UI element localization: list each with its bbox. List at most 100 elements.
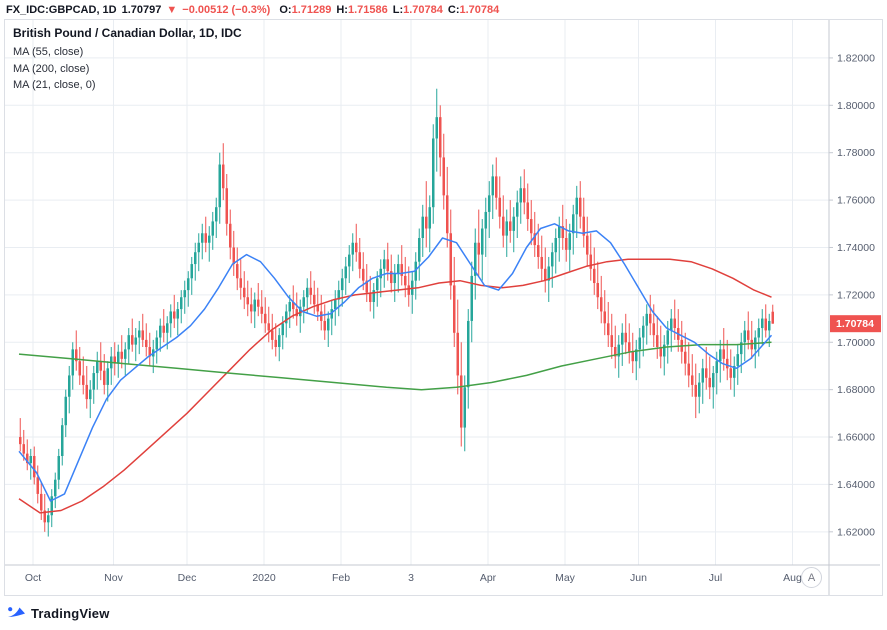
candle — [376, 278, 379, 291]
candle — [78, 361, 81, 376]
candle — [75, 349, 78, 362]
candle — [414, 261, 417, 281]
candle — [740, 342, 743, 355]
candle — [467, 320, 470, 388]
candle — [85, 384, 88, 400]
candle — [208, 235, 211, 243]
candle — [764, 318, 767, 331]
symbol-title[interactable]: FX_IDC:GBPCAD, 1D — [6, 3, 117, 16]
candle — [334, 299, 337, 310]
candle — [418, 238, 421, 262]
candle — [278, 335, 281, 347]
candle — [624, 332, 627, 343]
candle — [131, 335, 134, 345]
x-axis-label: Feb — [332, 572, 350, 584]
candle — [281, 323, 284, 336]
candle — [705, 368, 708, 378]
candle — [722, 349, 725, 359]
candle — [628, 342, 631, 352]
candle — [22, 444, 25, 454]
candle — [523, 188, 526, 203]
candle — [663, 344, 666, 357]
candlestick-chart[interactable]: 1.82000 1.80000 1.78000 1.76000 1.74000 1.720… — [5, 20, 882, 595]
candle — [673, 318, 676, 329]
last-price-badge-text: 1.70784 — [836, 318, 874, 330]
candle — [211, 221, 214, 236]
candle — [92, 373, 95, 390]
tradingview-logo-icon — [8, 606, 25, 617]
candle — [449, 233, 452, 286]
candle — [733, 365, 736, 378]
candle — [610, 335, 613, 347]
candle — [64, 396, 67, 426]
change-direction-icon: ▼ — [166, 3, 178, 16]
candle — [393, 273, 396, 284]
candle — [582, 216, 585, 236]
candle — [19, 437, 22, 445]
candle — [299, 306, 302, 317]
candle — [222, 164, 225, 189]
x-axis-label: Oct — [25, 572, 41, 584]
x-axis-label: Aug — [783, 572, 802, 584]
candle — [369, 292, 372, 302]
candle — [715, 361, 718, 374]
candle — [117, 351, 120, 364]
candle — [29, 456, 32, 464]
candle — [726, 358, 729, 369]
candle — [435, 117, 438, 139]
candle — [642, 325, 645, 338]
candle — [229, 223, 232, 248]
x-axis-label: May — [555, 572, 576, 584]
candle — [323, 320, 326, 331]
candle — [68, 375, 71, 397]
candle — [666, 330, 669, 345]
candle — [456, 332, 459, 376]
candle — [180, 297, 183, 310]
candle — [432, 138, 435, 208]
candle — [264, 313, 267, 324]
candle — [106, 368, 109, 385]
candle — [250, 304, 253, 312]
x-axis-label: Jun — [630, 572, 647, 584]
candle — [173, 311, 176, 319]
candle — [481, 228, 484, 255]
candle — [540, 256, 543, 269]
candle — [309, 287, 312, 295]
candle — [547, 266, 550, 281]
candle — [348, 254, 351, 267]
ma-line-55 — [18, 258, 772, 514]
candle — [103, 370, 106, 385]
candle — [460, 375, 463, 428]
candle — [183, 290, 186, 298]
y-axis-label: 1.74000 — [837, 242, 875, 254]
candle — [593, 268, 596, 284]
candle — [533, 233, 536, 246]
candle — [302, 297, 305, 307]
candle — [386, 259, 389, 272]
ma-line-21 — [18, 223, 773, 502]
candle — [474, 242, 477, 276]
candle — [656, 335, 659, 347]
symbol-info-bar: FX_IDC:GBPCAD, 1D 1.70797 ▼ −0.00512 (−0… — [6, 2, 499, 17]
candle — [89, 389, 92, 400]
candle — [509, 221, 512, 231]
auto-scale-button[interactable]: A — [801, 567, 822, 588]
candle — [463, 387, 466, 428]
candle — [190, 264, 193, 279]
tradingview-attribution[interactable]: TradingView — [7, 601, 110, 625]
candle — [600, 297, 603, 312]
candle — [652, 323, 655, 336]
candle — [204, 233, 207, 243]
candle — [404, 275, 407, 286]
candle — [579, 197, 582, 217]
candle — [313, 294, 316, 305]
chart-panel[interactable]: 1.82000 1.80000 1.78000 1.76000 1.74000 1.720… — [4, 19, 883, 596]
candle — [530, 219, 533, 234]
candle — [257, 299, 260, 307]
candle — [512, 216, 515, 231]
candle — [351, 242, 354, 255]
candle — [232, 247, 235, 265]
candle — [162, 325, 165, 333]
y-axis-label: 1.80000 — [837, 100, 875, 112]
candle — [316, 304, 319, 312]
